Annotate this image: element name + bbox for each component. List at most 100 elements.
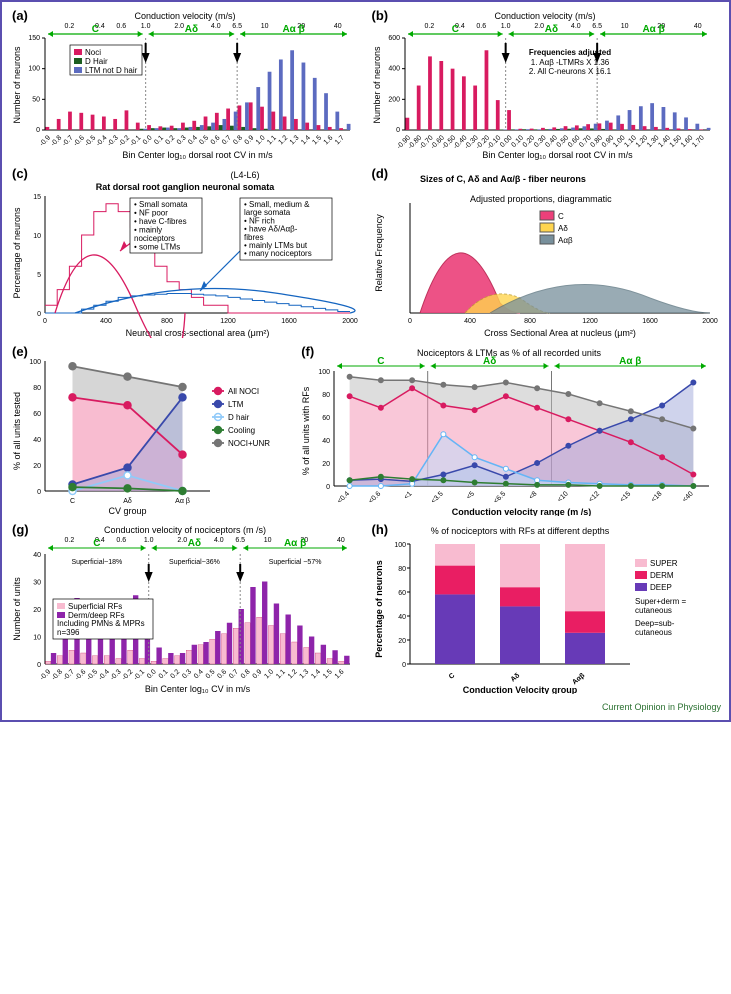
svg-text:Conduction velocity range (m /: Conduction velocity range (m /s) [452, 507, 592, 516]
svg-text:All NOCI: All NOCI [228, 387, 259, 396]
svg-text:0.6: 0.6 [210, 134, 222, 146]
svg-text:150: 150 [28, 35, 40, 42]
panel-c: (c) (L4-L6)Rat dorsal root ganglion neur… [10, 168, 362, 338]
svg-text:n=396: n=396 [57, 628, 80, 637]
svg-text:C: C [447, 672, 455, 681]
svg-text:0: 0 [37, 662, 41, 669]
svg-text:-0.1: -0.1 [129, 134, 143, 148]
svg-text:Deep=sub-: Deep=sub- [635, 619, 675, 628]
svg-text:1.2: 1.2 [287, 668, 299, 680]
panel-b: (b) Conduction velocity (m/s)0.20.40.61.… [370, 10, 722, 160]
svg-text:Neuronal cross-sectional area: Neuronal cross-sectional area (μm²) [126, 328, 270, 338]
svg-text:40: 40 [693, 23, 701, 30]
svg-text:6.5: 6.5 [235, 537, 245, 544]
svg-text:• many nociceptors: • many nociceptors [244, 249, 312, 258]
svg-text:<8: <8 [528, 490, 539, 501]
svg-text:-0.1: -0.1 [133, 668, 147, 682]
svg-text:Number of units: Number of units [12, 577, 22, 641]
svg-text:2.0: 2.0 [174, 23, 184, 30]
svg-text:1.1: 1.1 [275, 668, 287, 680]
svg-text:<40: <40 [682, 490, 695, 503]
svg-text:% of all units with RFs: % of all units with RFs [301, 386, 311, 475]
panel-b-label: (b) [372, 8, 389, 23]
panel-a: (a) Conduction velocity (m/s)0.20.40.61.… [10, 10, 362, 160]
svg-text:• some LTMs: • some LTMs [134, 243, 180, 252]
svg-text:2.0: 2.0 [177, 537, 187, 544]
svg-text:400: 400 [388, 66, 400, 73]
svg-text:2000: 2000 [702, 318, 718, 325]
svg-text:1600: 1600 [642, 318, 658, 325]
svg-text:DERM: DERM [650, 571, 674, 580]
svg-text:Bin Center log₁₀ CV in m/s: Bin Center log₁₀ CV in m/s [145, 684, 251, 694]
svg-text:Aδ: Aδ [123, 498, 132, 505]
svg-text:Number of neurons: Number of neurons [12, 46, 22, 124]
svg-text:Aδ: Aδ [483, 356, 496, 367]
svg-text:0.7: 0.7 [228, 668, 240, 680]
svg-text:20: 20 [322, 461, 330, 468]
svg-text:600: 600 [388, 35, 400, 42]
panel-c-label: (c) [12, 166, 28, 181]
svg-text:Aδ: Aδ [188, 538, 201, 549]
svg-text:Number of neurons: Number of neurons [372, 46, 382, 124]
svg-text:10: 10 [620, 23, 628, 30]
svg-text:<10: <10 [557, 490, 570, 503]
svg-text:D hair: D hair [228, 413, 250, 422]
svg-text:800: 800 [524, 318, 536, 325]
svg-text:<15: <15 [619, 490, 632, 503]
svg-text:40: 40 [337, 537, 345, 544]
svg-text:Noci: Noci [85, 48, 101, 57]
svg-text:Aα β: Aα β [642, 24, 664, 35]
svg-text:1.3: 1.3 [289, 134, 301, 146]
svg-text:0.6: 0.6 [476, 23, 486, 30]
svg-text:1.70: 1.70 [691, 134, 706, 149]
svg-text:Super+derm =: Super+derm = [635, 597, 686, 606]
svg-text:0.9: 0.9 [252, 668, 264, 680]
svg-text:Aα β: Aα β [282, 24, 304, 35]
svg-text:0.4: 0.4 [187, 134, 199, 146]
svg-text:-0.9: -0.9 [39, 134, 53, 148]
svg-text:60: 60 [33, 411, 41, 418]
svg-text:Aα β: Aα β [175, 498, 190, 505]
svg-text:Frequencies adjusted: Frequencies adjusted [528, 48, 610, 57]
svg-text:-0.9: -0.9 [39, 668, 53, 682]
svg-text:1.0: 1.0 [144, 537, 154, 544]
svg-text:Aαβ: Aαβ [558, 236, 573, 245]
svg-text:0.9: 0.9 [244, 134, 256, 146]
svg-text:0.1: 0.1 [153, 134, 165, 146]
svg-text:Conduction velocity (m/s): Conduction velocity (m/s) [134, 11, 235, 21]
svg-text:1.5: 1.5 [322, 668, 334, 680]
svg-text:10: 10 [261, 23, 269, 30]
svg-text:0.2: 0.2 [164, 134, 176, 146]
svg-text:1. Aαβ -LTMRs X 1.36: 1. Aαβ -LTMRs X 1.36 [530, 58, 609, 67]
svg-text:50: 50 [32, 96, 40, 103]
svg-text:0: 0 [37, 489, 41, 496]
svg-text:Aδ: Aδ [558, 224, 568, 233]
svg-text:6.5: 6.5 [592, 23, 602, 30]
svg-text:Aδ: Aδ [544, 24, 557, 35]
svg-text:0.1: 0.1 [158, 668, 170, 680]
svg-text:10: 10 [33, 233, 41, 240]
svg-text:100: 100 [29, 359, 41, 366]
svg-text:Conduction Velocity group: Conduction Velocity group [462, 685, 577, 694]
svg-text:Rat dorsal root ganglion neuro: Rat dorsal root ganglion neuronal somata [96, 182, 276, 192]
svg-text:80: 80 [322, 392, 330, 399]
svg-text:Percentage of neurons: Percentage of neurons [12, 207, 22, 299]
panel-c-chart: (L4-L6)Rat dorsal root ganglion neuronal… [10, 168, 360, 338]
panel-h-label: (h) [372, 522, 389, 537]
svg-text:20: 20 [33, 463, 41, 470]
svg-text:Relative Frequency: Relative Frequency [374, 214, 384, 292]
svg-text:<1: <1 [403, 490, 414, 501]
svg-text:0.6: 0.6 [116, 537, 126, 544]
svg-text:40: 40 [334, 23, 342, 30]
svg-text:100: 100 [28, 66, 40, 73]
svg-text:DEEP: DEEP [650, 583, 672, 592]
svg-text:100: 100 [394, 542, 406, 549]
svg-text:1.0: 1.0 [500, 23, 510, 30]
svg-text:-0.7: -0.7 [62, 668, 76, 682]
svg-text:0.7: 0.7 [221, 134, 233, 146]
svg-text:40: 40 [322, 438, 330, 445]
panel-d-chart: Sizes of C, Aδ and Aα/β - fiber neurons A… [370, 168, 720, 338]
svg-text:400: 400 [464, 318, 476, 325]
svg-text:0.3: 0.3 [181, 668, 193, 680]
svg-text:Sizes of C, Aδ and Aα/β - fibe: Sizes of C, Aδ and Aα/β - fiber neurons [420, 174, 586, 184]
